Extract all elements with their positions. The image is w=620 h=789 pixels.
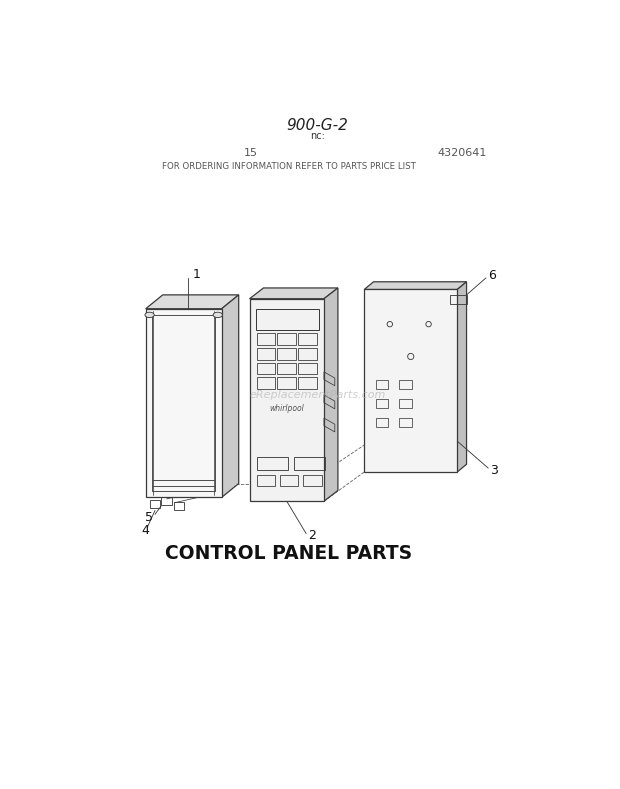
Text: 3: 3	[490, 464, 498, 477]
Text: whirlpool: whirlpool	[269, 404, 304, 413]
Polygon shape	[249, 288, 338, 299]
Text: 15: 15	[244, 148, 257, 158]
Text: 6: 6	[489, 269, 496, 282]
Polygon shape	[222, 295, 239, 497]
Text: 5: 5	[146, 511, 153, 524]
Polygon shape	[365, 290, 458, 472]
Text: 4320641: 4320641	[437, 148, 487, 158]
Ellipse shape	[213, 312, 223, 318]
Polygon shape	[146, 295, 239, 308]
Text: 4: 4	[142, 524, 149, 537]
Text: CONTROL PANEL PARTS: CONTROL PANEL PARTS	[166, 544, 412, 563]
Polygon shape	[249, 299, 324, 501]
Polygon shape	[365, 282, 467, 290]
Polygon shape	[324, 288, 338, 501]
Text: eReplacementParts.com: eReplacementParts.com	[250, 391, 386, 400]
Text: 1: 1	[192, 267, 200, 281]
Polygon shape	[146, 308, 222, 497]
Text: nc:: nc:	[311, 131, 325, 141]
Text: 2: 2	[309, 529, 316, 542]
Ellipse shape	[145, 312, 154, 318]
Text: 900-G-2: 900-G-2	[287, 118, 348, 133]
Text: FOR ORDERING INFORMATION REFER TO PARTS PRICE LIST: FOR ORDERING INFORMATION REFER TO PARTS …	[162, 162, 416, 171]
Polygon shape	[458, 282, 467, 472]
